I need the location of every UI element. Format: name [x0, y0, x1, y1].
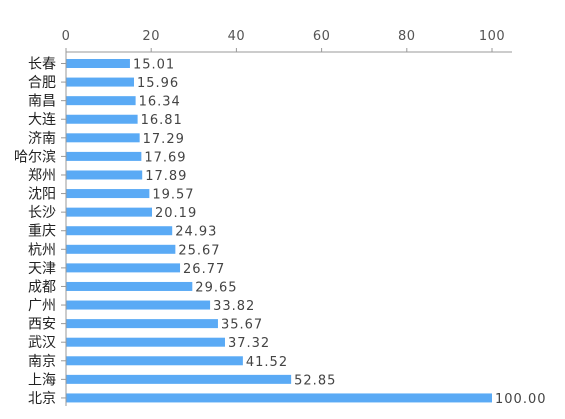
value-label: 16.81 [141, 113, 183, 128]
bar [66, 133, 140, 143]
value-label: 17.89 [145, 169, 187, 184]
category-label: 合肥 [28, 75, 56, 91]
bar [66, 189, 150, 199]
value-label: 26.77 [183, 262, 225, 277]
bar [66, 96, 136, 106]
category-label: 西安 [28, 317, 56, 333]
bar [66, 114, 138, 124]
value-label: 16.34 [139, 95, 181, 110]
bar [66, 263, 181, 273]
category-label: 哈尔滨 [14, 149, 56, 165]
bar [66, 319, 218, 329]
value-label: 41.52 [246, 355, 288, 370]
x-tick-label: 40 [228, 29, 246, 44]
bar [66, 281, 193, 291]
bar [66, 226, 173, 236]
bar [66, 77, 134, 87]
category-label: 天津 [28, 261, 56, 277]
category-label: 上海 [28, 372, 56, 388]
bar [66, 170, 143, 180]
bar [66, 393, 492, 403]
category-label: 杭州 [28, 242, 56, 258]
x-tick-label: 20 [142, 29, 160, 44]
category-label: 济南 [28, 131, 56, 147]
value-label: 24.93 [175, 225, 217, 240]
bar [66, 356, 243, 366]
value-label: 17.29 [143, 132, 185, 147]
category-label: 重庆 [28, 224, 56, 240]
value-label: 25.67 [178, 243, 220, 258]
value-label: 33.82 [213, 299, 255, 314]
category-label: 北京 [28, 391, 56, 407]
x-tick-label: 100 [479, 29, 505, 44]
value-label: 15.96 [137, 76, 179, 91]
category-label: 沈阳 [28, 187, 56, 203]
category-label: 长春 [28, 57, 56, 73]
value-label: 19.57 [152, 188, 194, 203]
bar [66, 300, 211, 310]
label-layer: 长春 15.01 合肥 15.96 南昌 16.34 大连 16.81 济南 17.29 哈尔滨 17… [14, 57, 547, 407]
value-label: 35.67 [221, 318, 263, 333]
category-label: 广州 [28, 298, 56, 314]
bar-layer [66, 59, 492, 403]
bar [66, 337, 225, 347]
bar [66, 151, 142, 161]
category-label: 郑州 [28, 168, 56, 184]
value-label: 37.32 [228, 336, 270, 351]
category-label: 长沙 [28, 205, 56, 221]
value-label: 17.69 [144, 150, 186, 165]
bar [66, 244, 176, 254]
category-label: 成都 [28, 279, 56, 295]
x-tick-label: 0 [62, 29, 71, 44]
category-label: 大连 [28, 112, 56, 128]
value-label: 100.00 [495, 392, 547, 407]
value-label: 20.19 [155, 206, 197, 221]
x-tick-label: 80 [398, 29, 416, 44]
value-label: 29.65 [195, 280, 237, 295]
category-label: 南京 [28, 354, 56, 370]
category-label: 南昌 [28, 94, 56, 110]
bar [66, 207, 153, 217]
x-tick-label: 60 [313, 29, 331, 44]
axis-layer: 0 20 40 60 80 100 [61, 29, 512, 406]
bar [66, 59, 130, 68]
value-label: 15.01 [133, 58, 175, 73]
value-label: 52.85 [294, 373, 336, 388]
category-label: 武汉 [28, 335, 56, 351]
bar [66, 374, 292, 384]
